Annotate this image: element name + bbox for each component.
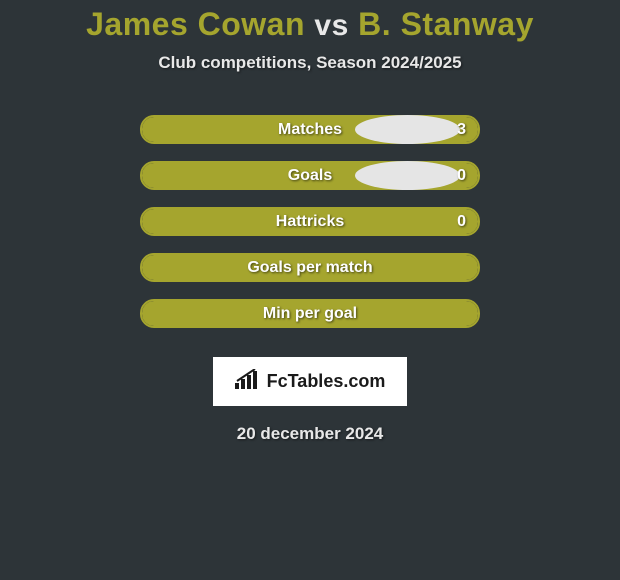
stat-label: Goals per match xyxy=(247,259,372,277)
stat-value: 3 xyxy=(457,121,466,139)
stat-bar: Goals per match xyxy=(140,253,480,282)
player2-name: B. Stanway xyxy=(358,6,534,42)
brand-text: FcTables.com xyxy=(267,371,386,392)
brand-logo-icon xyxy=(235,369,261,394)
stat-row: Hattricks 0 xyxy=(140,207,480,236)
stat-value: 0 xyxy=(457,167,466,185)
right-ellipse xyxy=(355,161,460,190)
stat-row: Goals per match xyxy=(140,253,480,282)
comparison-title: James Cowan vs B. Stanway xyxy=(86,6,534,43)
subtitle: Club competitions, Season 2024/2025 xyxy=(158,53,461,73)
stat-row: Matches 3 xyxy=(140,115,480,144)
stats-area: Matches 3 Goals 0 Hattricks 0 Goals per match M… xyxy=(140,115,480,345)
stat-bar: Hattricks 0 xyxy=(140,207,480,236)
date-text: 20 december 2024 xyxy=(237,424,384,444)
right-ellipse xyxy=(355,115,460,144)
vs-text: vs xyxy=(314,9,348,42)
stat-row: Min per goal xyxy=(140,299,480,328)
stat-value: 0 xyxy=(457,213,466,231)
player1-name: James Cowan xyxy=(86,6,305,42)
stat-label: Matches xyxy=(278,121,342,139)
stat-label: Hattricks xyxy=(276,213,344,231)
stat-row: Goals 0 xyxy=(140,161,480,190)
stat-label: Min per goal xyxy=(263,305,357,323)
stat-bar: Min per goal xyxy=(140,299,480,328)
brand-box: FcTables.com xyxy=(213,357,408,406)
stat-label: Goals xyxy=(288,167,332,185)
